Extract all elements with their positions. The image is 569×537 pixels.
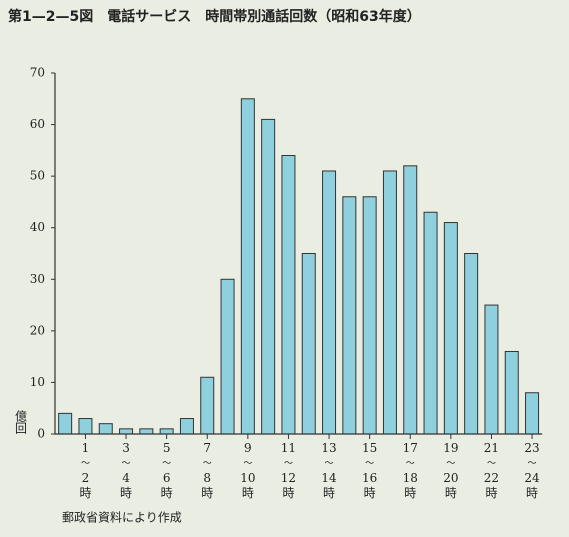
- bar: [240, 98, 255, 435]
- bar: [525, 392, 540, 435]
- bar: [159, 428, 174, 435]
- bar: [484, 304, 499, 435]
- bar: [179, 418, 194, 435]
- x-tick-label: 17 〜 18 時: [403, 441, 418, 500]
- bar: [98, 423, 113, 435]
- bar: [58, 412, 73, 435]
- chart-title: 第1—2—5図 電話サービス 時間帯別通話回数（昭和63年度）: [8, 8, 421, 25]
- x-tick-label: 1 〜 2 時: [79, 441, 91, 500]
- x-tick-label: 19 〜 20 時: [443, 441, 458, 500]
- y-tick-label: 60: [30, 117, 45, 131]
- y-axis-label: 億回: [14, 410, 28, 434]
- bar: [464, 253, 479, 435]
- bar: [261, 118, 276, 435]
- x-tick-label: 13 〜 14 時: [321, 441, 337, 500]
- bar: [301, 253, 316, 435]
- x-tick-label: 15 〜 16 時: [362, 441, 377, 500]
- bar: [200, 376, 215, 435]
- y-tick-label: 0: [37, 427, 45, 441]
- bar: [139, 428, 154, 435]
- x-tick-label: 9 〜 10 時: [240, 441, 255, 500]
- bar: [78, 418, 93, 435]
- bar: [443, 222, 458, 435]
- source-note: 郵政省資料により作成: [62, 511, 182, 525]
- x-tick-label: 11 〜 12 時: [281, 441, 296, 500]
- x-tick-label: 23 〜 24 時: [524, 441, 540, 500]
- bar: [342, 196, 357, 435]
- x-tick-label: 21 〜 22 時: [484, 441, 499, 500]
- bar: [220, 278, 235, 435]
- y-tick-label: 30: [30, 272, 45, 286]
- x-tick-label: 7 〜 8 時: [201, 441, 213, 500]
- bar: [322, 170, 337, 435]
- x-tick-label: 3 〜 4 時: [120, 441, 132, 500]
- y-tick-label: 40: [30, 220, 45, 234]
- bar: [362, 196, 377, 435]
- y-tick-label: 20: [30, 323, 45, 337]
- y-tick-label: 50: [30, 169, 45, 183]
- bar: [423, 211, 438, 435]
- bar: [119, 428, 134, 435]
- bar: [281, 155, 296, 435]
- y-tick-label: 70: [30, 66, 45, 80]
- bar: [504, 350, 519, 435]
- bar: [382, 170, 397, 435]
- x-tick-label: 5 〜 6 時: [161, 441, 173, 500]
- y-tick-label: 10: [30, 375, 45, 389]
- bar: [403, 165, 418, 435]
